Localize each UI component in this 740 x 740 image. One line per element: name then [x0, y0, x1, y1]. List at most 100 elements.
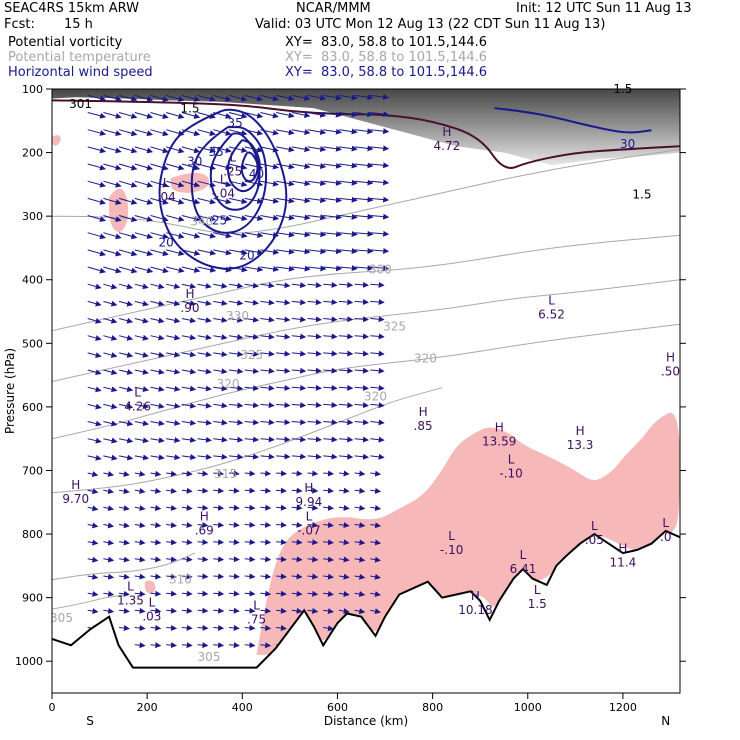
wind-vector — [307, 163, 327, 169]
wind-vector — [244, 249, 264, 256]
wind-vector — [260, 402, 275, 409]
wind-vector — [197, 317, 212, 324]
wind-vector — [291, 197, 311, 204]
extremum-value: -.07 — [297, 524, 320, 538]
wind-vector — [307, 504, 319, 511]
wind-vector — [118, 129, 138, 137]
forecast-label: Fcst: — [4, 17, 35, 32]
wind-vector — [291, 607, 303, 614]
wind-vector — [370, 350, 385, 357]
wind-vector — [228, 282, 244, 289]
wind-vector — [87, 403, 102, 410]
wind-vector — [260, 265, 280, 272]
wind-vector — [134, 642, 146, 649]
wind-vector — [276, 384, 291, 391]
wind-vector — [181, 351, 197, 358]
extremum-marker: H — [71, 478, 80, 492]
wind-vector — [338, 281, 354, 288]
wind-vector — [276, 436, 291, 443]
wind-vector — [323, 128, 342, 135]
wind-vector — [134, 556, 146, 563]
extremum-marker: L — [253, 599, 260, 613]
wind-vector — [275, 112, 295, 119]
wind-vector — [197, 453, 212, 460]
wind-vector — [166, 642, 177, 649]
wind-vector — [118, 300, 134, 307]
wind-vector — [228, 112, 248, 119]
wind-vector — [150, 403, 165, 409]
wind-vector — [118, 403, 134, 410]
y-tick-label: 400 — [22, 274, 43, 287]
wind-vector — [291, 402, 307, 409]
wind-vector — [354, 402, 369, 409]
wind-vector — [338, 350, 354, 357]
wind-vector — [307, 556, 319, 563]
north-end-label: N — [661, 714, 670, 728]
wind-vector — [307, 111, 327, 118]
wind-vector — [134, 163, 154, 171]
wind-vector — [354, 128, 374, 135]
wind-vector — [181, 112, 201, 119]
wind-vector — [244, 624, 256, 631]
wind-vector — [291, 487, 303, 494]
wind-vector — [338, 419, 354, 426]
wind-vector — [323, 145, 342, 152]
wind-vector — [103, 403, 118, 410]
wind-vector — [166, 351, 181, 358]
wind-vector — [134, 488, 146, 494]
pv-contour-label: 1.5 — [180, 102, 199, 116]
wind-vector — [244, 642, 256, 649]
y-tick-label: 500 — [22, 337, 43, 350]
wind-vector — [181, 232, 201, 239]
wind-vector — [323, 299, 338, 306]
wind-vector — [87, 505, 99, 512]
wind-vector — [354, 145, 374, 152]
wind-vector — [228, 94, 248, 102]
wind-vector — [181, 197, 201, 205]
wind-vector — [150, 556, 162, 563]
wind-vector — [150, 283, 165, 290]
wind-vector — [276, 146, 295, 153]
wind-vector — [338, 367, 354, 374]
extremum-marker: L — [520, 548, 527, 562]
wind-vector — [119, 556, 130, 563]
wind-vector — [197, 504, 209, 511]
wind-vector — [307, 316, 322, 323]
extremum-value: 4.72 — [434, 139, 461, 153]
wind-vector — [213, 351, 228, 358]
wind-vector — [197, 94, 216, 102]
extremum-value: -.10 — [499, 466, 522, 480]
wind-vector — [213, 573, 225, 580]
wind-vector — [323, 162, 342, 169]
wind-vector — [103, 386, 118, 393]
wind-vector — [134, 607, 146, 614]
wind-vector — [260, 214, 280, 221]
field-xy-pv: XY= 83.0, 58.8 to 101.5,144.6 — [285, 35, 488, 50]
wind-vector — [119, 454, 134, 461]
wind-vector — [213, 607, 225, 614]
wind-vector — [275, 94, 295, 102]
wind-vector — [118, 215, 138, 222]
wind-vector — [307, 282, 322, 289]
wind-vector — [87, 539, 99, 546]
wind-vector — [338, 299, 354, 306]
wind-vector — [166, 556, 177, 563]
wind-vector — [134, 266, 154, 274]
pv-contour-1-5 — [52, 99, 680, 169]
wind-vector — [166, 487, 177, 494]
wind-vector — [228, 521, 240, 528]
wind-vector — [197, 129, 216, 136]
wind-vector — [338, 196, 358, 203]
wind-vector — [118, 146, 138, 154]
wind-vector — [276, 556, 287, 563]
wind-vector — [118, 112, 138, 119]
wind-vector — [370, 162, 390, 169]
wind-vector — [354, 316, 369, 323]
wind-vector — [244, 402, 260, 409]
wind-vector — [307, 453, 322, 460]
wind-vector — [134, 334, 149, 341]
wind-contour-label: 35 — [208, 145, 223, 159]
wind-vector — [307, 419, 322, 426]
extremum-marker: L — [229, 150, 236, 164]
wind-vector — [103, 573, 115, 580]
